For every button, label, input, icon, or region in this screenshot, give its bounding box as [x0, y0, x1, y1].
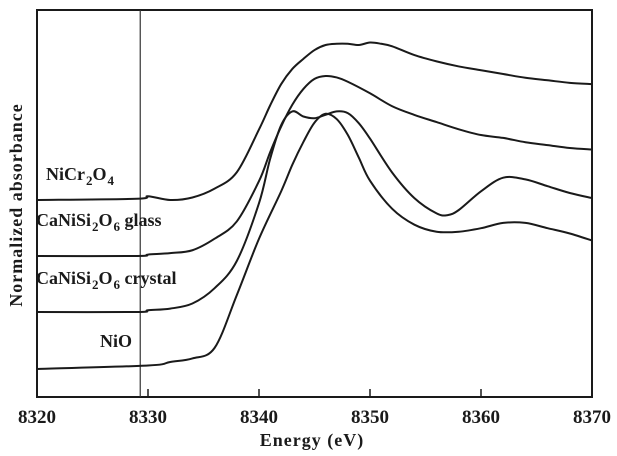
curve-canisi2o6-glass	[36, 74, 593, 258]
series-label-layer: NiCr2O4 CaNiSi2O6 glass CaNiSi2O6 crystal N…	[36, 164, 177, 351]
y-axis-label: Normalized absorbance	[6, 103, 26, 306]
curve-layer	[36, 41, 593, 370]
x-tick-label: 8360	[462, 407, 500, 428]
x-tick-label: 8340	[240, 407, 278, 428]
x-tick-label: 8320	[18, 407, 56, 428]
curve-nio	[36, 112, 593, 370]
x-tick-layer: 8320 8330 8340 8350 8360 8370	[18, 389, 611, 428]
x-tick-label: 8370	[573, 407, 611, 428]
label-canisi2o6-crystal: CaNiSi2O6 crystal	[36, 268, 177, 292]
x-tick-label: 8330	[129, 407, 167, 428]
label-canisi2o6-glass: CaNiSi2O6 glass	[36, 210, 162, 234]
plot-border	[36, 9, 593, 398]
x-axis-label: Energy (eV)	[260, 430, 364, 451]
x-tick-label: 8350	[351, 407, 389, 428]
curve-nicr2o4	[36, 41, 593, 202]
plot-frame-layer	[36, 9, 593, 398]
curve-canisi2o6-crystal	[36, 110, 593, 314]
label-nicr2o4: NiCr2O4	[46, 164, 115, 188]
label-nio: NiO	[100, 331, 132, 351]
